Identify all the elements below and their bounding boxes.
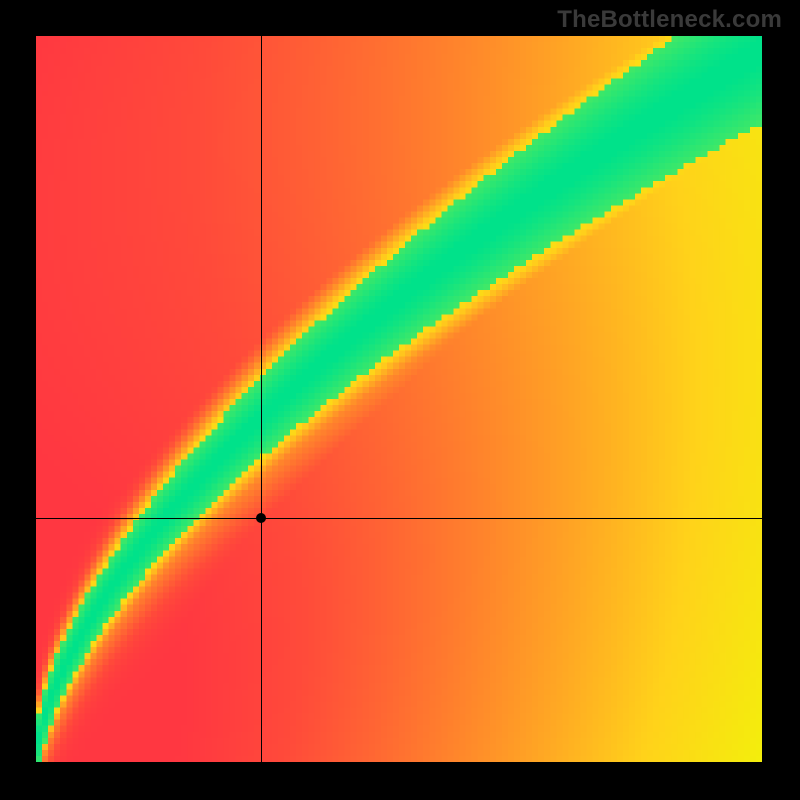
selected-point-marker: [256, 513, 266, 523]
bottleneck-heatmap: [36, 36, 762, 762]
watermark-text: TheBottleneck.com: [557, 6, 782, 34]
crosshair-vertical: [261, 36, 262, 762]
heatmap-plot-area: [36, 36, 762, 762]
crosshair-horizontal: [36, 518, 762, 519]
chart-root: TheBottleneck.com: [0, 0, 800, 800]
